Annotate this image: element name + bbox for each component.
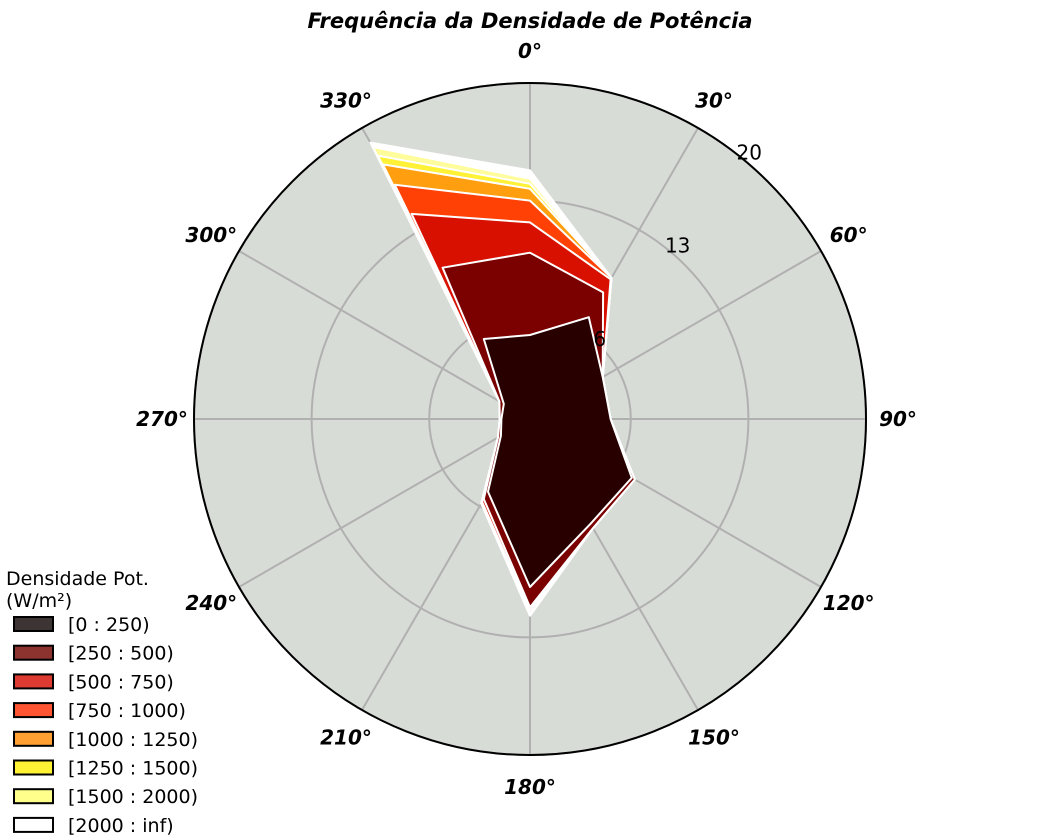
- series-layer: [369, 141, 636, 617]
- legend-label-6: [1250 : 1500): [68, 758, 198, 780]
- legend: Densidade Pot. (W/m²) [0 : 250) [250 : 500…: [6, 568, 198, 837]
- legend-label-4: [750 : 1000): [68, 700, 186, 722]
- legend-label-5: [1000 : 1250): [68, 729, 198, 751]
- radial-tick-labels: 6 13 20: [593, 140, 762, 351]
- direction-label-240: 240°: [185, 591, 237, 615]
- legend-label-2: [250 : 500): [68, 643, 174, 665]
- direction-label-150: 150°: [688, 726, 740, 750]
- grid-spoke-300: [238, 250, 531, 420]
- r-tick-label-13: 13: [665, 234, 690, 258]
- direction-label-0: 0°: [518, 39, 542, 63]
- direction-label-90: 90°: [879, 407, 917, 431]
- legend-label-8: [2000 : inf): [68, 815, 174, 837]
- grid-spoke-240: [238, 418, 531, 588]
- legend-label-7: [1500 : 2000): [68, 786, 198, 808]
- legend-swatch-4: [13, 702, 54, 719]
- legend-swatch-5: [13, 730, 54, 747]
- direction-label-120: 120°: [823, 591, 875, 615]
- direction-label-300: 300°: [185, 223, 237, 247]
- legend-label-1: [0 : 250): [68, 614, 150, 636]
- legend-swatch-6: [13, 759, 54, 776]
- legend-swatch-7: [13, 788, 54, 805]
- legend-swatch-3: [13, 673, 54, 690]
- legend-swatch-8: [13, 816, 54, 833]
- direction-label-330: 330°: [320, 88, 372, 112]
- direction-labels: 0° 30° 60° 90° 120° 150° 180° 210° 240° 270° 300° 3…: [136, 39, 917, 799]
- polar-outline: [193, 82, 867, 756]
- legend-swatch-1: [13, 616, 54, 632]
- chart-title: Frequência da Densidade de Potência: [307, 9, 752, 33]
- series-area-1: [482, 316, 633, 588]
- legend-label-3: [500 : 750): [68, 671, 174, 693]
- direction-label-270: 270°: [136, 407, 188, 431]
- direction-label-60: 60°: [830, 223, 868, 247]
- r-tick-label-20: 20: [737, 140, 762, 164]
- direction-label-30: 30°: [695, 88, 733, 112]
- r-tick-label-6: 6: [593, 327, 606, 351]
- direction-label-210: 210°: [320, 726, 372, 750]
- direction-label-180: 180°: [504, 775, 556, 799]
- legend-title: Densidade Pot. (W/m²): [6, 568, 149, 612]
- legend-swatch-2: [13, 644, 54, 661]
- legend-items: [0 : 250) [250 : 500) [500 : 750) [750 : 10…: [13, 614, 198, 837]
